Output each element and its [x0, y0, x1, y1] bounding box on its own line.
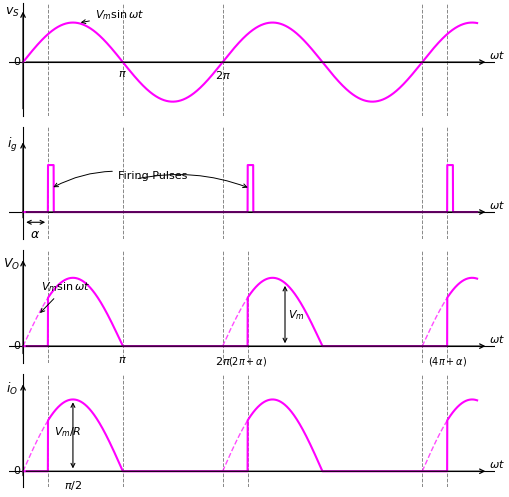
- Text: $\omega t$: $\omega t$: [489, 458, 505, 470]
- Text: $\omega t$: $\omega t$: [489, 199, 505, 211]
- Text: $V_m$: $V_m$: [288, 308, 304, 322]
- Text: $2\pi$: $2\pi$: [215, 355, 231, 367]
- Text: $(4\pi+\alpha)$: $(4\pi+\alpha)$: [428, 355, 467, 368]
- Text: $(2\pi+\alpha)$: $(2\pi+\alpha)$: [228, 355, 267, 368]
- Text: $2\pi$: $2\pi$: [215, 69, 231, 81]
- Text: $\alpha$: $\alpha$: [31, 228, 41, 241]
- Text: $\omega t$: $\omega t$: [489, 49, 505, 61]
- Text: Firing Pulses: Firing Pulses: [54, 171, 187, 187]
- Text: $\pi/2$: $\pi/2$: [64, 479, 82, 492]
- Text: $i_g$: $i_g$: [7, 136, 17, 155]
- Text: 0: 0: [14, 341, 20, 351]
- Text: 0: 0: [14, 57, 20, 67]
- Text: $V_O$: $V_O$: [4, 256, 20, 272]
- Text: $v_S$: $v_S$: [5, 6, 19, 19]
- Text: $V_m/R$: $V_m/R$: [54, 425, 81, 439]
- Text: $\omega t$: $\omega t$: [489, 333, 505, 345]
- Text: 0: 0: [14, 466, 20, 476]
- Text: $i_O$: $i_O$: [6, 381, 18, 397]
- Text: $\pi$: $\pi$: [119, 69, 127, 79]
- Text: $V_m\sin\omega t$: $V_m\sin\omega t$: [41, 280, 90, 312]
- Text: $V_m\sin\omega t$: $V_m\sin\omega t$: [82, 8, 144, 23]
- Text: $\pi$: $\pi$: [119, 355, 127, 365]
